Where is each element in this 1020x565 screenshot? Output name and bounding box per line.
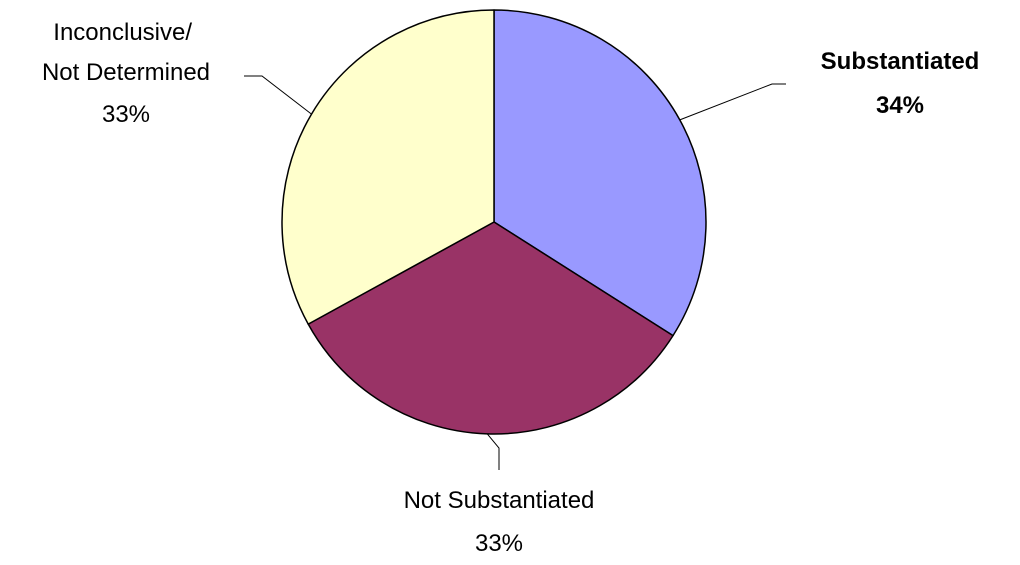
slice-percent-substantiated: 34% [876,92,924,119]
slice-not-substantiated [307,221,674,435]
leader-line-not-substantiated [486,433,500,470]
slice-percent-inconclusive: 33% [102,101,150,128]
pie-slices [281,9,707,435]
slice-percent-not-substantiated: 33% [475,530,523,557]
leader-line-substantiated [679,83,786,121]
slice-label-substantiated: Substantiated [821,48,980,75]
slice-label-inconclusive-line2: Not Determined [42,59,210,86]
slice-substantiated [493,9,707,337]
leader-lines [244,75,786,470]
slice-label-inconclusive-line1: Inconclusive/ [53,19,192,46]
slice-label-not-substantiated: Not Substantiated [404,487,595,514]
leader-line-inconclusive [244,75,312,115]
slice-label-inconclusive: Inconclusive/ Not Determined [42,19,210,86]
slice-inconclusive [281,9,495,325]
